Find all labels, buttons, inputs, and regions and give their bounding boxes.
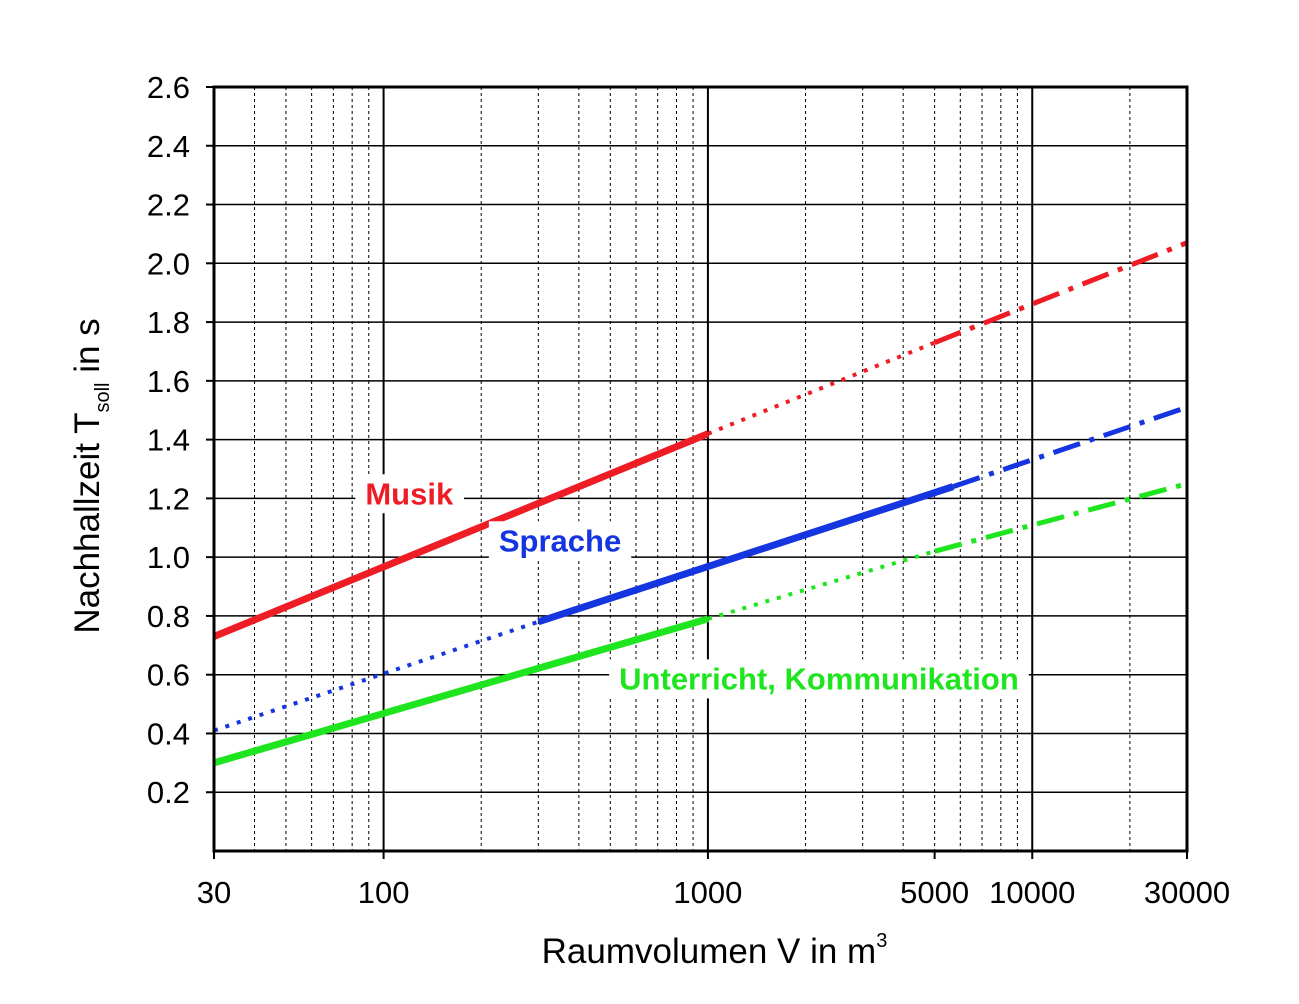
y-tick-label-0.8: 0.8 (147, 599, 190, 634)
series-1-segment-solid (537, 483, 955, 626)
series-label-2: Unterricht, Kommunikation (619, 661, 1019, 696)
x-tick-label-10000: 10000 (989, 875, 1075, 910)
y-tick-label-2: 2.0 (147, 246, 190, 281)
series-label-bg-1 (488, 521, 632, 561)
series-label-bg-2 (609, 659, 1029, 699)
major-grid (214, 87, 1187, 851)
series-label-1: Sprache (499, 523, 621, 558)
y-tick-label-0.4: 0.4 (147, 716, 190, 751)
series-2-segment-solid (213, 615, 709, 767)
series-label-bg-0 (355, 474, 464, 514)
y-tick-label-1.8: 1.8 (147, 305, 190, 340)
series-2-segment-dotted (707, 549, 936, 621)
x-tick-label-100: 100 (358, 875, 410, 910)
series-label-layer: Musik Sprache Unterricht, Kommunikation (355, 474, 1029, 699)
y-axis-title-suffix: in s (68, 318, 107, 382)
y-axis-title-subscript: soll (92, 383, 114, 413)
ticks-layer: 0.2 0.4 0.6 0.8 1.0 1.2 1.4 1.6 1.8 2.0 2.2 2.4 2.6 3… (147, 70, 1230, 910)
plot-frame (212, 85, 1189, 853)
series-2-segment-dashdot (933, 481, 1188, 554)
x-tick-label-1000: 1000 (673, 875, 742, 910)
x-axis-title-superscript: 3 (876, 930, 887, 952)
y-axis-title-prefix: Nachhallzeit T (68, 413, 107, 634)
y-tick-label-2.2: 2.2 (147, 188, 190, 223)
y-tick-label-0.2: 0.2 (147, 775, 190, 810)
series-1-segment-dashdot (952, 404, 1188, 489)
y-tick-label-2.4: 2.4 (147, 129, 190, 164)
y-tick-label-1: 1.0 (147, 540, 190, 575)
y-tick-label-1.6: 1.6 (147, 364, 190, 399)
x-axis-title: Raumvolumen V in m3 (542, 930, 888, 971)
x-tick-label-5000: 5000 (900, 875, 969, 910)
y-tick-label-0.6: 0.6 (147, 658, 190, 693)
minor-grid (254, 87, 1131, 851)
x-tick-label-30000: 30000 (1144, 875, 1230, 910)
series-layer (212, 240, 1188, 767)
series-0-segment-dotted (707, 340, 936, 436)
x-axis-title-text: Raumvolumen V in m (542, 932, 877, 971)
x-tick-label-30: 30 (197, 875, 231, 910)
series-0-segment-solid (212, 430, 710, 640)
y-axis-title: Nachhallzeit Tsoll in s (68, 318, 114, 633)
series-label-0: Musik (365, 476, 454, 511)
series-0-segment-dashdot (933, 240, 1188, 345)
y-tick-label-2.6: 2.6 (147, 70, 190, 105)
y-tick-label-1.2: 1.2 (147, 481, 190, 516)
y-tick-label-1.4: 1.4 (147, 423, 190, 458)
series-1-segment-dotted (213, 619, 539, 733)
